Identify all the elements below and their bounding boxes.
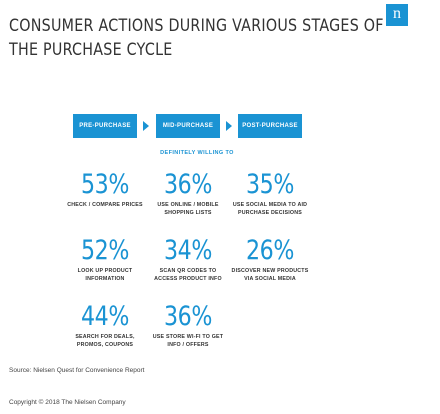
stat-description: SEARCH FOR DEALS, PROMOS, COUPONS [57, 334, 153, 349]
stat-percent: 44% [81, 301, 129, 332]
stat-description: SCAN QR CODES TO ACCESS PRODUCT INFO [140, 268, 236, 283]
stat-card: 53% CHECK / COMPARE PRICES [57, 170, 153, 210]
arrow-right-icon [226, 121, 232, 131]
stat-card: 36% USE ONLINE / MOBILE SHOPPING LISTS [140, 170, 236, 217]
stat-card: 34% SCAN QR CODES TO ACCESS PRODUCT INFO [140, 236, 236, 283]
stat-desc-line: VIA SOCIAL MEDIA [244, 275, 296, 282]
stat-card: 44% SEARCH FOR DEALS, PROMOS, COUPONS [57, 302, 153, 349]
nielsen-logo: n [386, 4, 408, 26]
stat-percent: 36% [164, 301, 212, 332]
stat-description: LOOK UP PRODUCT INFORMATION [57, 268, 153, 283]
stat-desc-line: SCAN QR CODES TO [159, 268, 217, 274]
stat-desc-line: PURCHASE DECISIONS [238, 209, 302, 216]
stat-desc-line: SEARCH FOR DEALS, [75, 334, 135, 340]
stat-description: CHECK / COMPARE PRICES [57, 202, 153, 210]
stat-desc-line: PROMOS, COUPONS [76, 341, 134, 348]
page-title: CONSUMER ACTIONS DURING VARIOUS STAGES O… [9, 14, 384, 62]
definitely-willing-label: DEFINITELY WILLING TO [160, 150, 234, 156]
title-line-2: THE PURCHASE CYCLE [9, 40, 173, 60]
title-line-1: CONSUMER ACTIONS DURING VARIOUS STAGES O… [9, 16, 384, 36]
stat-desc-line: SHOPPING LISTS [164, 209, 212, 216]
arrow-right-icon [143, 121, 149, 131]
stat-description: USE SOCIAL MEDIA TO AID PURCHASE DECISIO… [222, 202, 318, 217]
stat-percent: 52% [81, 235, 129, 266]
copyright-note: Copyright © 2018 The Nielsen Company [9, 399, 126, 406]
stat-percent: 26% [246, 235, 294, 266]
stat-desc-line: INFORMATION [85, 275, 125, 282]
stat-description: DISCOVER NEW PRODUCTS VIA SOCIAL MEDIA [222, 268, 318, 283]
stage-bar: PRE-PURCHASE MID-PURCHASE POST-PURCHASE [73, 114, 403, 138]
stat-percent: 53% [81, 169, 129, 200]
stat-desc-line: ACCESS PRODUCT INFO [154, 275, 222, 282]
stat-percent: 35% [246, 169, 294, 200]
stat-description: USE ONLINE / MOBILE SHOPPING LISTS [140, 202, 236, 217]
stat-card: 35% USE SOCIAL MEDIA TO AID PURCHASE DEC… [222, 170, 318, 217]
stage-post-purchase: POST-PURCHASE [238, 114, 302, 138]
stat-card: 36% USE STORE WI-FI TO GET INFO / OFFERS [140, 302, 236, 349]
stat-desc-line: LOOK UP PRODUCT [77, 268, 133, 274]
stat-desc-line: USE ONLINE / MOBILE [157, 202, 219, 208]
stat-desc-line: INFO / OFFERS [167, 341, 209, 348]
stat-description: USE STORE WI-FI TO GET INFO / OFFERS [140, 334, 236, 349]
stat-desc-line: USE SOCIAL MEDIA TO AID [232, 202, 308, 208]
stat-percent: 34% [164, 235, 212, 266]
stat-percent: 36% [164, 169, 212, 200]
stat-desc-line: USE STORE WI-FI TO GET [152, 334, 224, 340]
source-note: Source: Nielsen Quest for Convenience Re… [9, 367, 145, 374]
stage-pre-purchase: PRE-PURCHASE [73, 114, 137, 138]
stat-card: 26% DISCOVER NEW PRODUCTS VIA SOCIAL MED… [222, 236, 318, 283]
stat-desc-line: DISCOVER NEW PRODUCTS [231, 268, 309, 274]
stat-desc-line: CHECK / COMPARE PRICES [67, 202, 143, 208]
stage-mid-purchase: MID-PURCHASE [156, 114, 220, 138]
stat-card: 52% LOOK UP PRODUCT INFORMATION [57, 236, 153, 283]
